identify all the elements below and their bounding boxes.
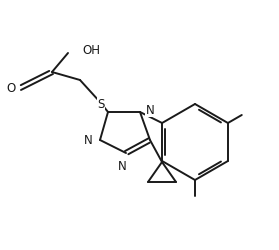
Text: N: N xyxy=(118,160,126,173)
Text: N: N xyxy=(146,104,155,117)
Text: N: N xyxy=(118,160,126,173)
Text: S: S xyxy=(97,98,105,110)
Text: O: O xyxy=(7,82,16,94)
Text: N: N xyxy=(84,134,93,146)
Text: N: N xyxy=(146,104,155,117)
Text: OH: OH xyxy=(82,44,100,58)
Text: O: O xyxy=(7,82,16,94)
Text: OH: OH xyxy=(82,44,100,58)
Text: S: S xyxy=(97,98,105,110)
Text: N: N xyxy=(84,134,93,146)
